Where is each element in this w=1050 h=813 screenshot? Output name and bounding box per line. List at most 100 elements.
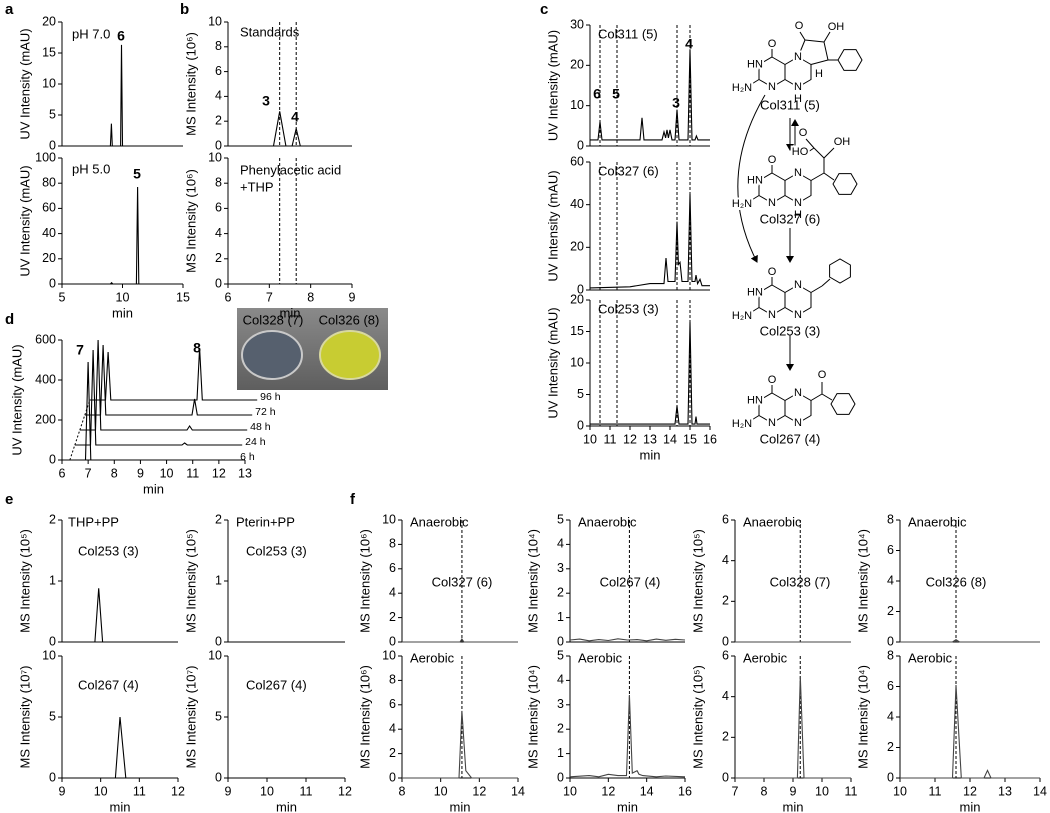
atom: H <box>794 209 802 221</box>
atom: N <box>794 167 802 179</box>
atom: HO <box>792 146 809 158</box>
y-tick-label: 80 <box>42 175 56 189</box>
y-tick-label: 0 <box>557 634 564 648</box>
y-tick-label: 5 <box>557 648 564 662</box>
y-tick-label: 0 <box>557 770 564 784</box>
y-tick-label: 40 <box>42 226 56 240</box>
atom: O <box>768 38 777 50</box>
x-tick-label: 11 <box>300 784 313 798</box>
panel-letter: a <box>5 1 14 18</box>
y-tick-label: 5 <box>49 107 56 121</box>
atom: N <box>794 81 802 93</box>
trace <box>590 49 710 141</box>
bond <box>810 285 823 293</box>
y-axis-label: MS Intensity (10⁷) <box>183 666 198 769</box>
atom: HN <box>747 174 763 186</box>
y-axis-label: UV Intensity (mAU) <box>545 30 560 141</box>
panel-letter: b <box>180 1 189 18</box>
y-tick-label: 6 <box>887 679 894 693</box>
depth-guide <box>84 399 91 416</box>
y-tick-label: 8 <box>887 648 894 662</box>
y-tick-label: 20 <box>42 251 56 265</box>
x-tick-label: 7 <box>85 466 92 480</box>
bond <box>804 39 825 43</box>
trace <box>402 637 518 643</box>
y-axis-label: MS Intensity (10⁶) <box>357 529 372 633</box>
peak-label: 5 <box>612 86 620 102</box>
x-tick-label: 16 <box>703 432 717 446</box>
label: Col253 (3) <box>246 543 307 558</box>
bond <box>823 147 835 159</box>
x-tick-label: 10 <box>116 290 130 304</box>
trace <box>900 684 1040 779</box>
x-tick-label: 8 <box>111 466 118 480</box>
atom: N <box>794 309 802 321</box>
x-tick-label: 13 <box>238 466 252 480</box>
x-axis-label: min <box>960 799 981 813</box>
y-tick-label: 400 <box>35 372 56 386</box>
y-tick-label: 8 <box>887 512 894 526</box>
label: Aerobic <box>410 650 455 665</box>
y-axis-label: MS Intensity (10⁶) <box>183 169 198 273</box>
label: Anaerobic <box>410 514 469 529</box>
atom: N <box>768 309 776 321</box>
trace <box>589 193 710 289</box>
y-tick-label: 8 <box>215 39 222 53</box>
y-tick-label: 20 <box>570 292 584 306</box>
y-tick-label: 6 <box>722 648 729 662</box>
y-tick-label: 6 <box>215 201 222 215</box>
y-tick-label: 0 <box>215 634 222 648</box>
label: Anaerobic <box>743 514 802 529</box>
bond <box>823 31 831 43</box>
x-tick-label: 13 <box>643 432 657 446</box>
bond <box>810 59 829 65</box>
y-axis-label: MS Intensity (10⁴) <box>855 529 870 633</box>
atom: OH <box>828 21 845 33</box>
y-tick-label: 5 <box>49 709 56 723</box>
trace <box>735 676 851 779</box>
bond <box>810 393 823 401</box>
x-tick-label: 12 <box>472 784 486 798</box>
y-tick-label: 0 <box>577 418 584 432</box>
bond <box>799 31 806 41</box>
bond <box>823 41 829 61</box>
y-tick-label: 5 <box>215 709 222 723</box>
y-tick-label: 10 <box>382 512 396 526</box>
y-tick-label: 4 <box>722 689 729 703</box>
peak-label: 8 <box>193 340 201 356</box>
y-tick-label: 0 <box>887 770 894 784</box>
bond <box>823 172 835 181</box>
x-tick-label: 9 <box>59 784 66 798</box>
y-tick-label: 10 <box>208 14 222 28</box>
series-label: 96 h <box>260 391 281 403</box>
y-axis-label: MS Intensity (10⁵) <box>17 529 32 633</box>
depth-guide <box>74 429 81 446</box>
x-tick-label: 12 <box>171 784 185 798</box>
series-label: 6 h <box>240 451 255 463</box>
y-tick-label: 1 <box>557 746 564 760</box>
y-tick-label: 6 <box>887 543 894 557</box>
atom: N <box>794 279 802 291</box>
y-tick-label: 5 <box>557 512 564 526</box>
bond <box>797 39 806 58</box>
vial-blue <box>241 330 303 380</box>
x-tick-label: 9 <box>225 784 232 798</box>
y-tick-label: 20 <box>570 58 584 72</box>
x-tick-label: 12 <box>338 784 352 798</box>
y-axis-label: MS Intensity (10⁶) <box>357 665 372 769</box>
x-tick-label: 10 <box>434 784 448 798</box>
panel-letter: c <box>540 1 548 18</box>
x-tick-label: 7 <box>732 784 739 798</box>
y-tick-label: 0 <box>389 770 396 784</box>
label: +THP <box>240 179 274 194</box>
x-tick-label: 12 <box>963 784 977 798</box>
y-tick-label: 0 <box>49 452 56 466</box>
x-tick-label: 10 <box>94 784 108 798</box>
bond <box>749 415 760 422</box>
x-tick-label: 6 <box>59 466 66 480</box>
compound-name: Col267 (4) <box>760 431 821 446</box>
y-tick-label: 10 <box>382 648 396 662</box>
trace <box>81 716 178 779</box>
atom: N <box>794 417 802 429</box>
